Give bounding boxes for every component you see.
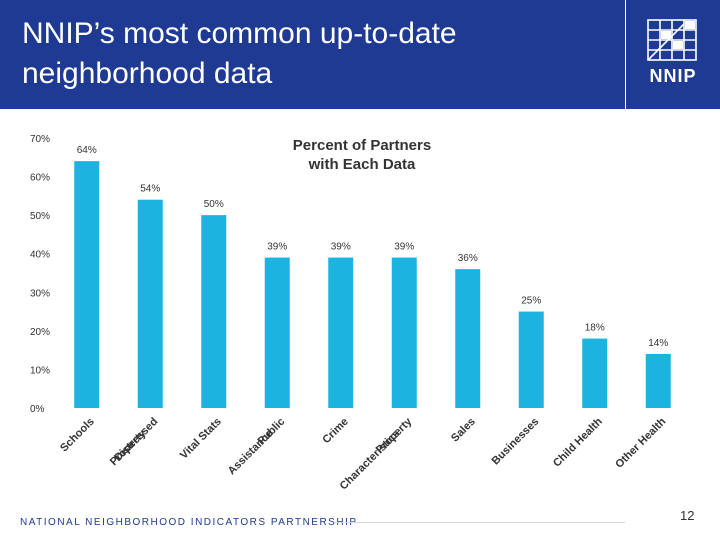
- bar-value-label: 54%: [140, 184, 160, 195]
- nnip-logo: NNIP: [626, 0, 720, 109]
- y-tick-label: 70%: [30, 134, 50, 145]
- bar-value-label: 36%: [458, 253, 478, 264]
- y-tick-label: 20%: [30, 327, 50, 338]
- y-tick-label: 40%: [30, 250, 50, 261]
- slide-header: NNIP’s most common up-to-date neighborho…: [0, 0, 720, 109]
- bar-value-label: 25%: [521, 296, 541, 307]
- x-tick-label: Sales: [449, 416, 478, 445]
- x-tick-label: Other Health: [613, 415, 668, 470]
- x-tick-label: Characteristics: [338, 428, 403, 493]
- x-tick-label: Schools: [58, 416, 97, 455]
- y-tick-label: 0%: [30, 404, 45, 415]
- chart-title: Percent of Partners: [293, 137, 431, 154]
- y-tick-label: 10%: [30, 365, 50, 376]
- bar-value-label: 64%: [77, 145, 97, 156]
- bar: [74, 161, 100, 408]
- bar: [201, 215, 227, 408]
- title-band: NNIP’s most common up-to-date neighborho…: [0, 0, 625, 109]
- bar: [455, 269, 481, 408]
- bar: [264, 257, 290, 408]
- x-tick-label: Property: [108, 427, 149, 468]
- x-tick-label: Crime: [320, 416, 351, 447]
- bar: [645, 354, 671, 408]
- x-tick-label: Vital Stats: [178, 416, 224, 462]
- x-tick-label: Child Health: [551, 415, 605, 469]
- bar-value-label: 14%: [648, 338, 668, 349]
- bar: [518, 311, 544, 408]
- bar: [137, 199, 163, 408]
- y-tick-label: 50%: [30, 211, 50, 222]
- logo-wordmark: NNIP: [649, 66, 697, 86]
- bar-value-label: 39%: [267, 242, 287, 253]
- y-tick-label: 60%: [30, 173, 50, 184]
- x-tick-label: Businesses: [490, 416, 542, 468]
- footer-divider: [335, 522, 625, 523]
- logo-grid-icon: [647, 19, 697, 61]
- bar-value-label: 18%: [585, 323, 605, 334]
- page-number: 12: [680, 508, 695, 523]
- bar: [328, 257, 354, 408]
- bar: [391, 257, 417, 408]
- bar-value-label: 50%: [204, 199, 224, 210]
- slide-title: NNIP’s most common up-to-date neighborho…: [22, 17, 457, 90]
- bar-chart: 0% 10% 20% 30% 40% 50% 60% 70% Percent of Partne…: [30, 134, 671, 493]
- bar-value-label: 39%: [394, 242, 414, 253]
- y-tick-label: 30%: [30, 288, 50, 299]
- chart-title: with Each Data: [308, 156, 416, 173]
- x-tick-label: Assistance: [226, 428, 276, 478]
- footer-org-name: NATIONAL NEIGHBORHOOD INDICATORS PARTNER…: [20, 517, 358, 528]
- bar: [582, 338, 608, 408]
- bar-value-label: 39%: [331, 242, 351, 253]
